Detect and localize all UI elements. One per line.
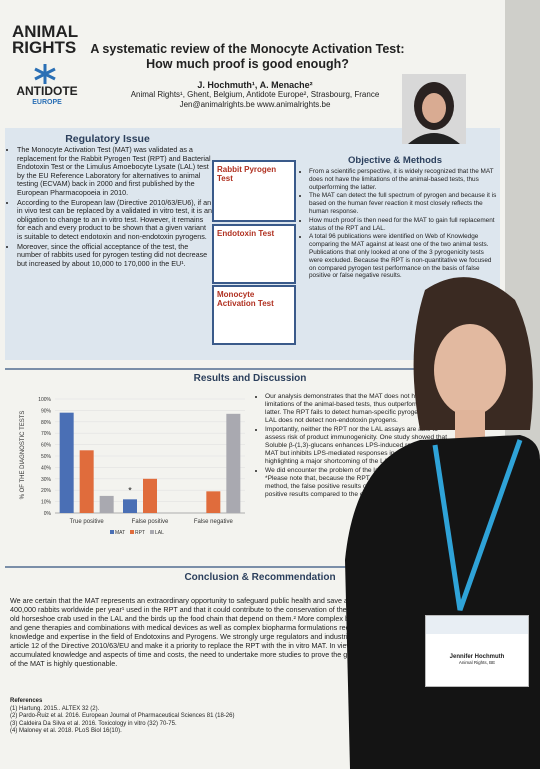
conclusion-text: We are certain that the MAT represents a… bbox=[10, 596, 407, 668]
bullet-list: The Monocyte Activation Test (MAT) was v… bbox=[8, 145, 212, 269]
title-line: How much proof is good enough? bbox=[146, 57, 349, 71]
y-tick-label: 20% bbox=[41, 488, 52, 494]
y-tick-label: 0% bbox=[44, 511, 52, 517]
bar bbox=[59, 412, 74, 513]
authors: J. Hochmuth¹, A. Menache² Animal Rights¹… bbox=[110, 80, 400, 110]
bar bbox=[123, 499, 137, 513]
y-tick-label: 100% bbox=[38, 397, 51, 403]
affiliation: Animal Rights¹, Ghent, Belgium, Antidote… bbox=[130, 90, 380, 99]
x-tick-label: True positive bbox=[70, 519, 105, 525]
bar bbox=[226, 413, 241, 513]
person bbox=[345, 277, 540, 769]
y-tick-label: 30% bbox=[41, 477, 52, 483]
x-tick-label: False negative bbox=[194, 519, 234, 525]
test-box: Endotoxin Test bbox=[212, 224, 296, 284]
y-tick-label: 80% bbox=[41, 420, 52, 426]
bullet: How much proof is then need for the MAT … bbox=[309, 217, 499, 233]
logo-text: ANIMAL bbox=[12, 22, 79, 41]
bullet: Our analysis demonstrates that the MAT d… bbox=[265, 393, 455, 425]
test-box: Rabbit Pyrogen Test bbox=[212, 160, 296, 222]
x-tick-label: False positive bbox=[132, 519, 169, 525]
bullet: Moreover, since the official acceptance … bbox=[17, 242, 212, 269]
bar bbox=[143, 478, 157, 513]
reference: (4) Maloney et al. 2018. PLoS Biol 16(10… bbox=[10, 728, 122, 734]
y-tick-label: 10% bbox=[41, 500, 52, 506]
test-box: Monocyte Activation Test bbox=[212, 285, 296, 345]
legend-label: LAL bbox=[155, 530, 164, 536]
logo-text: ANTIDOTE bbox=[16, 84, 78, 98]
divider bbox=[5, 566, 500, 568]
test-label: Endotoxin Test bbox=[217, 229, 275, 238]
y-tick-label: 70% bbox=[41, 431, 52, 437]
legend-swatch bbox=[130, 530, 134, 534]
bar bbox=[206, 491, 221, 513]
references: References (1) Hartung. 2015.. ALTEX 32 … bbox=[10, 698, 340, 736]
contact: Jen@animalrights.be www.animalrights.be bbox=[179, 100, 331, 109]
section-heading: Results and Discussion bbox=[193, 373, 307, 384]
y-tick-label: 60% bbox=[41, 443, 52, 449]
legend-label: MAT bbox=[115, 530, 125, 536]
y-tick-label: 90% bbox=[41, 408, 52, 414]
reference: (2) Pardo-Ruiz et al. 2016. European Jou… bbox=[10, 713, 235, 719]
bullet: The MAT can detect the full spectrum of … bbox=[309, 192, 499, 215]
author-photo bbox=[402, 74, 466, 144]
title-line: A systematic review of the Monocyte Acti… bbox=[90, 42, 405, 56]
annotation: * bbox=[128, 485, 132, 495]
title: A systematic review of the Monocyte Acti… bbox=[90, 42, 405, 72]
divider bbox=[5, 368, 500, 370]
bullet-list: From a scientific perspective, it is wid… bbox=[300, 168, 499, 281]
section-heading: Conclusion & Recommendation bbox=[184, 572, 336, 583]
chart: % OF THE DIAGNOSTIC TESTS 0% 10% 20% 30% 40%… bbox=[20, 397, 245, 536]
legend-swatch bbox=[150, 530, 154, 534]
bullet: According to the European law (Directive… bbox=[17, 198, 212, 242]
logo-text: RIGHTS bbox=[12, 38, 77, 57]
y-tick-label: 50% bbox=[41, 454, 52, 460]
reference: (1) Hartung. 2015.. ALTEX 32 (2). bbox=[10, 705, 100, 712]
bar bbox=[79, 450, 94, 513]
badge-org: Animal Rights, BE bbox=[458, 660, 496, 665]
badge: Jennifer Hochmuth Animal Rights, BE bbox=[425, 615, 529, 687]
logo-icon bbox=[34, 64, 56, 84]
logo: ANIMAL RIGHTS bbox=[12, 22, 79, 57]
author-names: J. Hochmuth¹, A. Menache² bbox=[197, 80, 313, 90]
y-axis-label: % OF THE DIAGNOSTIC TESTS bbox=[20, 411, 26, 500]
logo-text: EUROPE bbox=[32, 99, 62, 106]
test-label: Rabbit Pyrogen Test bbox=[217, 165, 277, 183]
bullet: We did encounter the problem of the lack… bbox=[265, 467, 455, 499]
bullet-list: Our analysis demonstrates that the MAT d… bbox=[256, 393, 455, 500]
test-label: Monocyte Activation Test bbox=[217, 290, 274, 308]
logo2: ANTIDOTE EUROPE bbox=[12, 84, 82, 108]
section-heading: Regulatory Issue bbox=[65, 133, 150, 145]
y-tick-label: 40% bbox=[41, 465, 52, 471]
legend-swatch bbox=[110, 530, 114, 534]
section-heading: Objective & Methods bbox=[348, 155, 442, 166]
bar bbox=[99, 495, 114, 513]
bullet: A total 96 publications were identified … bbox=[309, 233, 499, 280]
bullet: The Monocyte Activation Test (MAT) was v… bbox=[17, 145, 212, 198]
badge-name: Jennifer Hochmuth bbox=[449, 654, 505, 660]
bullet: From a scientific perspective, it is wid… bbox=[309, 168, 499, 191]
bullet: Importantly, neither the RPT nor the LAL… bbox=[265, 426, 455, 466]
references-heading: References bbox=[10, 698, 43, 704]
legend-label: RPT bbox=[135, 530, 145, 536]
reference: (3) Caldeira Da Silva et al. 2016. Toxic… bbox=[10, 720, 177, 727]
